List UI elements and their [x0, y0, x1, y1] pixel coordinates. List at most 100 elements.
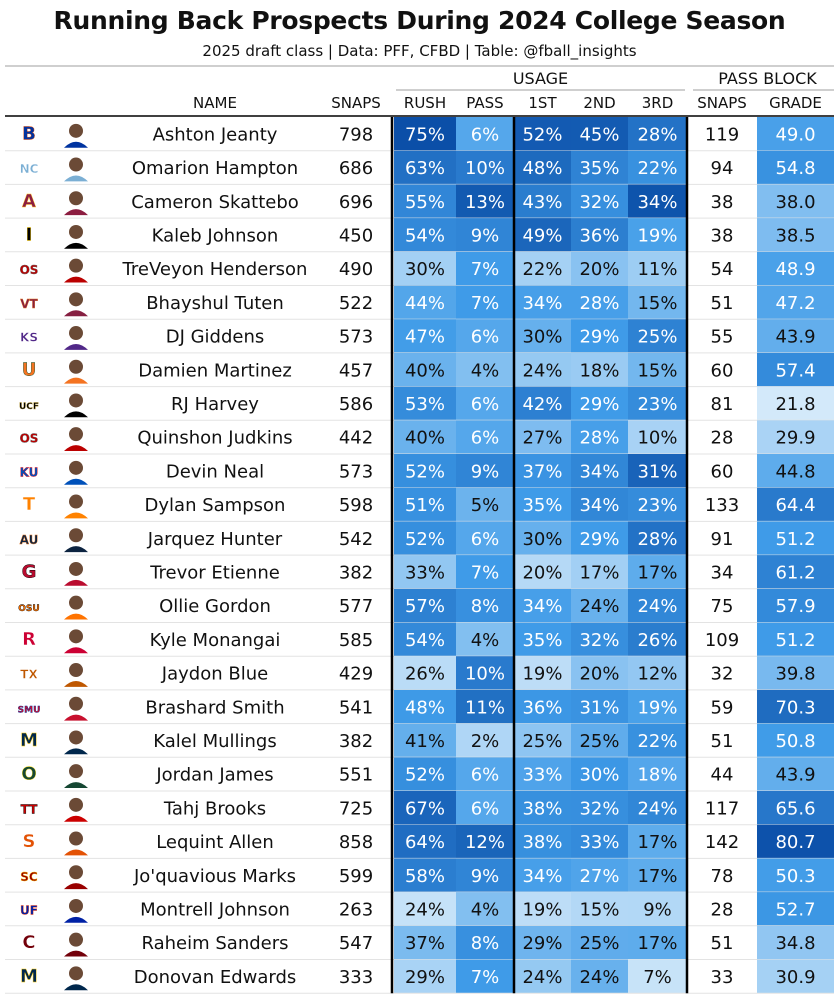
first-down-value: 30%	[522, 327, 562, 348]
group-header-pass-block: PASS BLOCK	[718, 69, 817, 88]
header-pb-snaps: SNAPS	[697, 94, 747, 112]
player-headshot-body	[64, 815, 88, 822]
pass-block-grade-value: 34.8	[775, 933, 815, 954]
pass-value: 2%	[471, 731, 500, 752]
rush-value: 24%	[405, 899, 445, 920]
snaps-value: 577	[339, 596, 373, 617]
second-down-value: 36%	[579, 225, 619, 246]
cell-second-bg	[571, 892, 628, 926]
cell-second-bg	[571, 959, 628, 994]
third-down-value: 15%	[637, 293, 677, 314]
header-snaps: SNAPS	[331, 94, 381, 112]
cell-pass-bg	[456, 420, 514, 454]
player-headshot-body	[64, 411, 88, 418]
first-down-value: 35%	[522, 630, 562, 651]
cell-first-bg	[514, 521, 571, 556]
rush-value: 33%	[405, 562, 445, 583]
second-down-value: 31%	[579, 697, 619, 718]
pass-block-snaps-value: 91	[711, 529, 734, 550]
pass-block-grade-value: 65.6	[775, 798, 815, 819]
team-logo: C	[22, 932, 35, 953]
pass-value: 12%	[465, 832, 505, 853]
first-down-value: 19%	[522, 899, 562, 920]
snaps-value: 573	[339, 461, 373, 482]
pass-block-grade-value: 61.2	[775, 562, 815, 583]
rush-value: 26%	[405, 664, 445, 685]
player-headshot-body	[64, 175, 88, 182]
cell-rush-bg	[394, 959, 456, 994]
player-name: Jaydon Blue	[161, 664, 268, 685]
cell-first-bg	[514, 824, 571, 859]
player-name: Omarion Hampton	[132, 158, 298, 179]
rush-value: 54%	[405, 225, 445, 246]
cell-rush-bg	[394, 285, 456, 320]
second-down-value: 15%	[579, 899, 619, 920]
player-headshot-body	[64, 310, 88, 317]
cell-grade-bg	[757, 184, 834, 219]
cell-rush-bg	[394, 656, 456, 690]
player-headshot-head	[69, 831, 83, 846]
third-down-value: 28%	[637, 124, 677, 145]
snaps-value: 450	[339, 225, 373, 246]
cell-grade-bg	[757, 386, 834, 421]
player-name: Tahj Brooks	[163, 798, 266, 819]
rush-value: 58%	[405, 866, 445, 887]
cell-rush-bg	[394, 117, 456, 151]
cell-rush-bg	[394, 521, 456, 556]
player-headshot-head	[69, 157, 83, 172]
snaps-value: 858	[339, 832, 373, 853]
cell-pass-bg	[456, 251, 514, 286]
cell-grade-bg	[757, 723, 834, 758]
cell-first-bg	[514, 352, 571, 387]
cell-pass-bg	[456, 723, 514, 758]
team-logo: OS	[20, 263, 39, 277]
pass-block-snaps-value: 133	[705, 495, 739, 516]
player-headshot-body	[64, 950, 88, 957]
cell-pass-bg	[456, 656, 514, 690]
snaps-value: 382	[339, 731, 373, 752]
cell-third-bg	[628, 555, 687, 589]
cell-grade-bg	[757, 892, 834, 926]
second-down-value: 29%	[579, 327, 619, 348]
third-down-value: 12%	[637, 664, 677, 685]
cell-second-bg	[571, 454, 628, 488]
snaps-value: 541	[339, 697, 373, 718]
cell-second-bg	[571, 251, 628, 286]
second-down-value: 28%	[579, 428, 619, 449]
cell-rush-bg	[394, 689, 456, 724]
cell-pass-bg	[456, 521, 514, 556]
cell-second-bg	[571, 352, 628, 387]
player-name: Montrell Johnson	[140, 899, 290, 920]
first-down-value: 20%	[522, 562, 562, 583]
cell-first-bg	[514, 757, 571, 791]
second-down-value: 25%	[579, 731, 619, 752]
second-down-value: 20%	[579, 664, 619, 685]
cell-rush-bg	[394, 892, 456, 926]
header-1st: 1ST	[528, 94, 557, 112]
cell-first-bg	[514, 656, 571, 690]
pass-block-grade-value: 50.8	[775, 731, 815, 752]
cell-second-bg	[571, 487, 628, 522]
rush-value: 41%	[405, 731, 445, 752]
pass-value: 10%	[465, 158, 505, 179]
snaps-value: 333	[339, 967, 373, 988]
pass-block-snaps-value: 81	[711, 394, 734, 415]
cell-pass-bg	[456, 622, 514, 657]
rush-value: 64%	[405, 832, 445, 853]
player-headshot-body	[64, 883, 88, 890]
cell-pass-bg	[456, 184, 514, 219]
player-name: TreVeyon Henderson	[122, 259, 308, 280]
third-down-value: 23%	[637, 394, 677, 415]
player-name: Jordan James	[155, 765, 273, 786]
rush-value: 48%	[405, 697, 445, 718]
team-logo: TT	[21, 802, 38, 816]
team-logo: NC	[20, 162, 39, 176]
cell-rush-bg	[394, 791, 456, 825]
pass-value: 7%	[471, 293, 500, 314]
third-down-value: 7%	[643, 967, 672, 988]
rush-value: 52%	[405, 765, 445, 786]
pass-block-grade-value: 64.4	[775, 495, 815, 516]
cell-pass-bg	[456, 150, 514, 185]
pass-value: 8%	[471, 933, 500, 954]
